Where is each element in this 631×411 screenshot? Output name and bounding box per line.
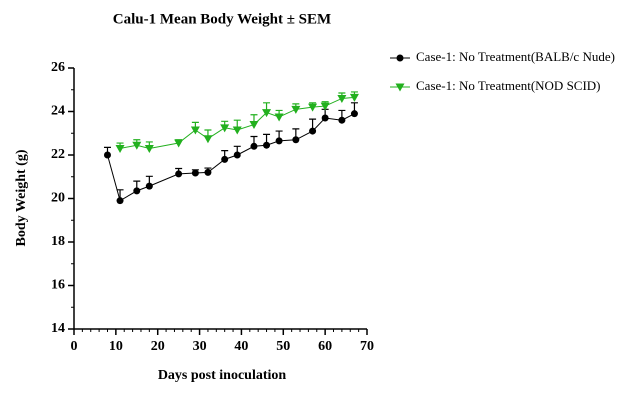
point [321,114,329,122]
point [395,83,405,92]
point [174,139,184,148]
point [133,187,141,195]
point [145,182,153,190]
x-tick-label: 10 [109,339,123,354]
chart-title: Calu-1 Mean Body Weight ± SEM [113,11,331,27]
legend-label: Case-1: No Treatment(BALB/c Nude) [416,49,615,64]
point [232,126,242,135]
point [233,151,241,159]
point [338,116,346,124]
y-tick-label: 26 [51,60,65,75]
point [115,144,125,153]
point [191,169,199,177]
x-tick-label: 30 [193,339,207,354]
x-tick-label: 50 [276,339,290,354]
x-tick-label: 70 [360,339,374,354]
point [263,141,271,149]
y-tick-label: 24 [51,104,65,119]
point [291,105,301,114]
point [337,94,347,103]
point [249,121,259,130]
y-axis-label: Body Weight (g) [14,149,29,246]
point [103,151,111,159]
point [116,197,124,205]
point [309,127,317,135]
point [262,109,272,118]
point [204,168,212,176]
point [250,142,258,150]
point [132,141,142,150]
point [308,103,318,112]
y-tick-label: 14 [51,321,65,336]
point [190,126,200,135]
x-axis-label: Days post inoculation [158,368,287,383]
y-tick-label: 16 [51,278,65,293]
series-line [107,113,355,202]
point [292,136,300,144]
y-tick-label: 22 [51,147,65,162]
point [350,110,358,118]
point [320,102,330,111]
point [349,93,359,102]
point [274,113,284,122]
x-tick-label: 60 [318,339,332,354]
x-tick-label: 0 [71,339,78,354]
y-tick-label: 20 [51,191,65,206]
x-tick-label: 40 [234,339,248,354]
legend-label: Case-1: No Treatment(NOD SCID) [416,78,601,93]
point [221,155,229,163]
point [220,124,230,133]
point [203,135,213,144]
series-line [119,96,355,149]
point [275,137,283,145]
point [396,54,404,62]
point [144,144,154,153]
x-tick-label: 20 [151,339,165,354]
point [175,170,183,178]
y-tick-label: 18 [51,234,65,249]
